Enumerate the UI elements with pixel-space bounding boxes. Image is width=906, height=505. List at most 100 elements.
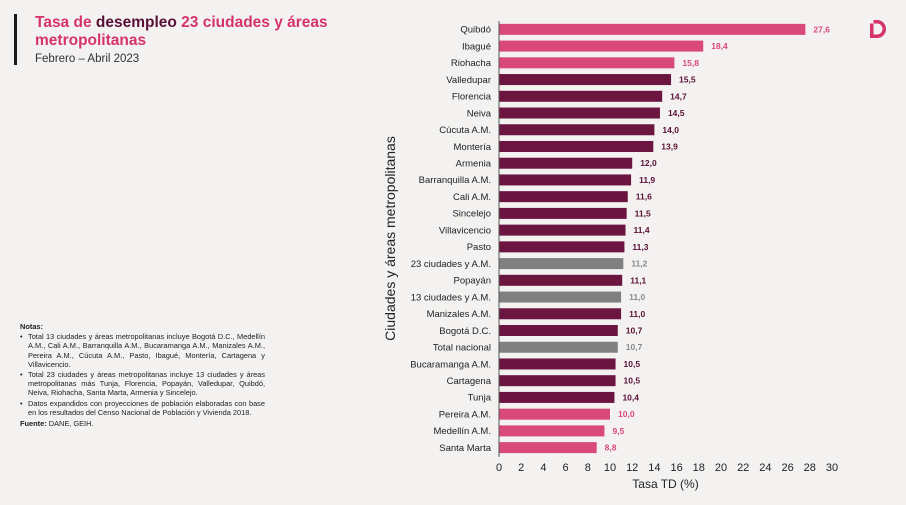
bar bbox=[499, 207, 627, 219]
category-label: Medellín A.M. bbox=[433, 426, 491, 437]
x-tick-label: 10 bbox=[604, 462, 616, 474]
data-label: 11,1 bbox=[630, 275, 646, 285]
notes-heading: Notas: bbox=[20, 322, 44, 331]
bar bbox=[499, 258, 624, 270]
category-label: Ibagué bbox=[462, 41, 491, 52]
bar bbox=[499, 90, 663, 102]
data-label: 11,5 bbox=[635, 208, 651, 218]
data-label: 18,4 bbox=[711, 41, 728, 51]
data-label: 15,8 bbox=[682, 58, 699, 68]
bar bbox=[499, 442, 597, 454]
x-tick-label: 18 bbox=[693, 462, 705, 474]
bar bbox=[499, 241, 625, 253]
x-tick-label: 20 bbox=[715, 462, 727, 474]
data-label: 11,6 bbox=[636, 192, 652, 202]
data-label: 27,6 bbox=[813, 24, 830, 34]
x-tick-label: 22 bbox=[737, 462, 749, 474]
x-tick-label: 14 bbox=[648, 462, 660, 474]
category-label: Cartagena bbox=[447, 376, 492, 387]
data-label: 11,0 bbox=[629, 292, 645, 302]
data-label: 11,4 bbox=[634, 225, 650, 235]
notes-item: Total 23 ciudades y áreas metropolitanas… bbox=[20, 370, 265, 398]
data-label: 11,3 bbox=[632, 242, 648, 252]
notes-heading-text: Notas bbox=[20, 322, 41, 331]
data-label: 11,0 bbox=[629, 309, 645, 319]
data-label: 14,5 bbox=[668, 108, 685, 118]
category-label: Sincelejo bbox=[452, 209, 491, 220]
data-label: 10,4 bbox=[622, 392, 639, 402]
category-label: Riohacha bbox=[451, 58, 492, 69]
title-part3: 23 ciudades y áreas metropolitanas bbox=[35, 14, 328, 49]
bar bbox=[499, 358, 616, 370]
x-tick-label: 8 bbox=[585, 462, 591, 474]
data-label: 10,7 bbox=[626, 342, 643, 352]
category-label: Neiva bbox=[467, 108, 492, 119]
title-part2: desempleo bbox=[95, 14, 177, 31]
notes-item: Datos expandidos con proyecciones de pob… bbox=[20, 399, 265, 417]
category-label: Valledupar bbox=[446, 75, 491, 86]
category-label: Florencia bbox=[452, 92, 492, 103]
category-label: Armenia bbox=[456, 159, 492, 170]
data-label: 14,7 bbox=[670, 91, 687, 101]
category-label: Cali A.M. bbox=[453, 192, 491, 203]
title-part1: Tasa de bbox=[35, 14, 96, 31]
notes-list: Total 13 ciudades y áreas metropolitanas… bbox=[20, 332, 265, 417]
category-label: 23 ciudades y A.M. bbox=[411, 259, 491, 270]
category-label: 13 ciudades y A.M. bbox=[411, 292, 491, 303]
bar bbox=[499, 191, 628, 203]
x-tick-label: 28 bbox=[804, 462, 816, 474]
source-label: Fuente: bbox=[20, 419, 47, 429]
bar bbox=[499, 291, 622, 303]
category-label: Tunja bbox=[468, 393, 492, 404]
category-label: Bucaramanga A.M. bbox=[410, 359, 491, 370]
source-note: Fuente: DANE, GEIH. bbox=[20, 419, 265, 428]
x-tick-label: 0 bbox=[496, 462, 502, 474]
data-label: 10,0 bbox=[618, 409, 635, 419]
category-label: Quibdó bbox=[460, 25, 491, 36]
x-axis-title: Tasa TD (%) bbox=[632, 477, 698, 491]
x-tick-label: 6 bbox=[563, 462, 569, 474]
bar bbox=[499, 425, 605, 437]
category-label: Cúcuta A.M. bbox=[439, 125, 491, 136]
data-label: 10,5 bbox=[624, 359, 641, 369]
data-label: 12,0 bbox=[640, 158, 657, 168]
bar bbox=[499, 325, 618, 336]
notes-item: Total 13 ciudades y áreas metropolitanas… bbox=[20, 332, 265, 369]
source-value: DANE, GEIH. bbox=[46, 419, 94, 429]
category-label: Santa Marta bbox=[439, 443, 491, 454]
data-label: 15,5 bbox=[679, 75, 696, 85]
category-label: Popayán bbox=[453, 276, 491, 287]
data-label: 11,2 bbox=[631, 259, 647, 269]
bar bbox=[499, 124, 655, 136]
data-label: 11,9 bbox=[639, 175, 655, 185]
data-label: 10,5 bbox=[624, 376, 641, 386]
bar bbox=[499, 40, 704, 52]
bar bbox=[499, 107, 660, 119]
category-label: Villavicencio bbox=[439, 225, 491, 236]
x-tick-label: 16 bbox=[670, 462, 682, 474]
x-tick-label: 4 bbox=[540, 462, 546, 474]
category-label: Pasto bbox=[467, 242, 491, 253]
bar bbox=[499, 23, 806, 35]
data-label: 9,5 bbox=[612, 426, 624, 436]
bar bbox=[499, 408, 610, 420]
chart-title: Tasa de desempleo 23 ciudades y áreas me… bbox=[35, 14, 335, 50]
x-tick-label: 2 bbox=[518, 462, 524, 474]
bar bbox=[499, 274, 623, 286]
data-label: 14,0 bbox=[662, 125, 679, 135]
bar bbox=[499, 224, 626, 236]
category-label: Manizales A.M. bbox=[427, 309, 491, 320]
bar bbox=[499, 57, 675, 69]
notes-panel: Notas: Total 13 ciudades y áreas metropo… bbox=[20, 322, 265, 428]
bar bbox=[499, 74, 672, 86]
bar bbox=[499, 140, 654, 152]
x-tick-label: 12 bbox=[626, 462, 638, 474]
x-tick-label: 26 bbox=[781, 462, 793, 474]
bar bbox=[499, 341, 618, 353]
data-label: 10,7 bbox=[626, 326, 643, 336]
x-tick-label: 24 bbox=[759, 462, 771, 474]
bar bbox=[499, 157, 633, 169]
dane-logo-icon bbox=[870, 20, 886, 38]
category-label: Montería bbox=[454, 142, 492, 153]
